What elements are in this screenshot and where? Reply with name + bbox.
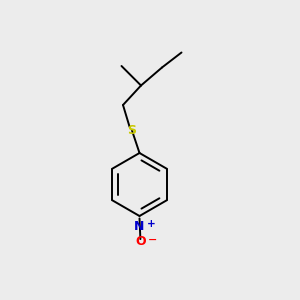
Text: +: +	[147, 219, 156, 229]
Text: N: N	[134, 220, 145, 232]
Text: −: −	[148, 235, 157, 245]
Text: S: S	[128, 124, 136, 137]
Text: O: O	[135, 235, 146, 248]
